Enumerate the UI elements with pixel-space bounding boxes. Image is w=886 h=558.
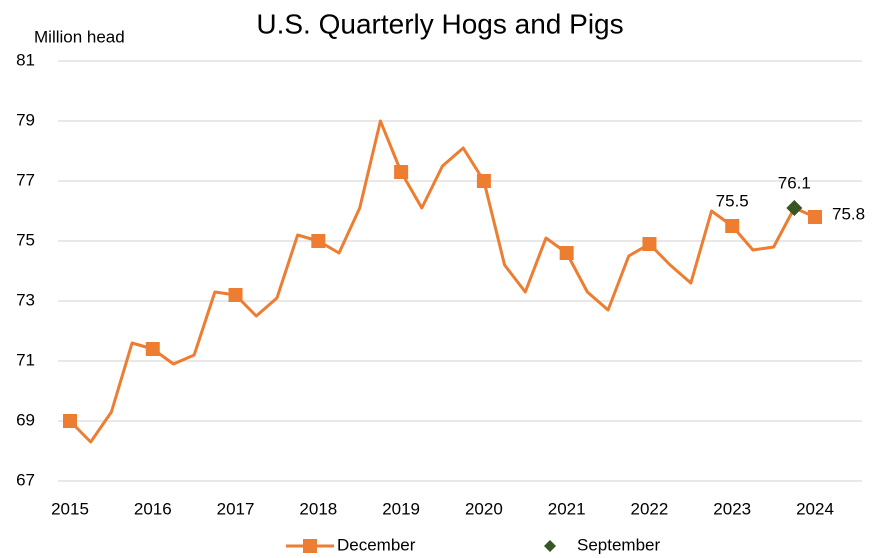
legend-marker	[544, 540, 556, 552]
y-tick-label: 77	[16, 170, 35, 189]
y-tick-label: 81	[16, 50, 35, 69]
data-label: 75.8	[832, 204, 865, 223]
x-tick-label: 2024	[796, 499, 834, 518]
x-tick-label: 2019	[382, 499, 420, 518]
marker	[642, 237, 657, 251]
y-tick-label: 71	[16, 350, 35, 369]
marker	[725, 219, 740, 233]
x-tick-label: 2023	[713, 499, 751, 518]
x-tick-label: 2020	[465, 499, 503, 518]
series-line	[68, 119, 816, 444]
marker	[808, 210, 822, 224]
x-tick-label: 2018	[299, 499, 337, 518]
y-tick-label: 75	[16, 230, 35, 249]
marker	[145, 342, 160, 356]
marker	[476, 174, 491, 188]
y-tick-label: 69	[16, 410, 35, 429]
x-tick-label: 2016	[134, 499, 172, 518]
y-tick-label: 67	[16, 470, 35, 489]
data-label: 75.5	[716, 191, 749, 210]
legend-marker	[303, 539, 317, 553]
marker	[311, 234, 326, 248]
y-tick-label: 79	[16, 110, 35, 129]
x-tick-label: 2017	[217, 499, 255, 518]
marker	[63, 414, 77, 428]
x-tick-label: 2021	[548, 499, 586, 518]
marker	[786, 200, 803, 216]
marker	[559, 246, 574, 260]
marker	[394, 165, 409, 179]
marker	[228, 288, 243, 302]
y-axis-label: Million head	[34, 27, 125, 46]
x-tick-label: 2022	[631, 499, 669, 518]
x-tick-label: 2015	[51, 499, 89, 518]
data-label: 76.1	[778, 173, 811, 192]
legend-label: September	[577, 535, 660, 554]
chart-title: U.S. Quarterly Hogs and Pigs	[256, 8, 623, 39]
y-tick-label: 73	[16, 290, 35, 309]
legend-label: December	[337, 535, 416, 554]
